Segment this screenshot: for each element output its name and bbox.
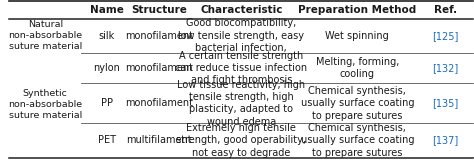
Text: monofilament: monofilament (125, 98, 193, 108)
Text: Structure: Structure (131, 5, 187, 15)
Text: Good biocompatibility,
low tensile strength, easy
bacterial infection,: Good biocompatibility, low tensile stren… (178, 18, 304, 53)
Text: Ref.: Ref. (434, 5, 457, 15)
Text: monofilament: monofilament (125, 63, 193, 73)
Text: Wet spinning: Wet spinning (326, 31, 389, 41)
Text: PET: PET (98, 135, 116, 145)
Text: Preparation Method: Preparation Method (298, 5, 417, 15)
Text: Name: Name (90, 5, 124, 15)
Text: Low tissue reactivity, high
tensile strength, high
plasticity, adapted to
wound : Low tissue reactivity, high tensile stre… (177, 80, 305, 127)
Text: [132]: [132] (432, 63, 458, 73)
Text: silk: silk (99, 31, 115, 41)
Text: Melting, forming,
cooling: Melting, forming, cooling (316, 57, 399, 79)
Text: PP: PP (101, 98, 113, 108)
Text: A certain tensile strength
can reduce tissue infection
and fight thrombosis: A certain tensile strength can reduce ti… (175, 51, 307, 85)
Text: monofilament: monofilament (125, 31, 193, 41)
Text: Chemical synthesis,
usually surface coating
to prepare sutures: Chemical synthesis, usually surface coat… (301, 123, 414, 158)
Text: [135]: [135] (432, 98, 458, 108)
Text: Synthetic
non-absorbable
suture material: Synthetic non-absorbable suture material (8, 89, 82, 121)
Text: [137]: [137] (432, 135, 458, 145)
Text: Natural
non-absorbable
suture material: Natural non-absorbable suture material (8, 20, 82, 51)
Text: Extremely high tensile
strength, good operability,
not easy to degrade: Extremely high tensile strength, good op… (176, 123, 306, 158)
Text: Characteristic: Characteristic (200, 5, 283, 15)
Text: nylon: nylon (93, 63, 120, 73)
Text: [125]: [125] (432, 31, 459, 41)
Text: multifilament: multifilament (126, 135, 192, 145)
Text: Chemical synthesis,
usually surface coating
to prepare sutures: Chemical synthesis, usually surface coat… (301, 86, 414, 121)
